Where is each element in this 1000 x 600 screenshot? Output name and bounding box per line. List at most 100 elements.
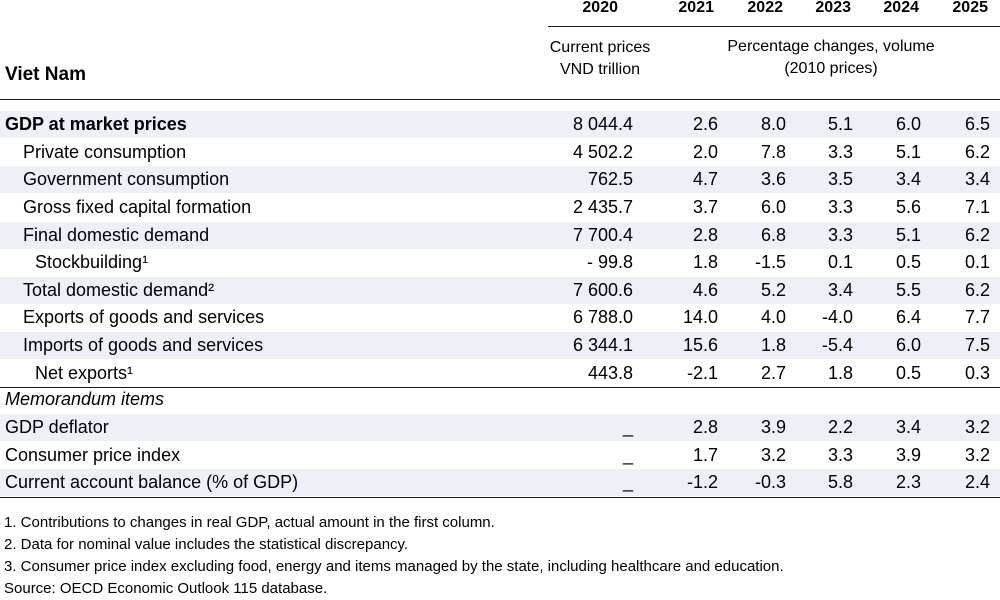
- current-prices-subheader: Current prices VND trillion: [530, 37, 670, 81]
- memo-row-0-label: GDP deflator: [5, 417, 109, 437]
- table-row-6-label: Total domestic demand²: [23, 280, 215, 300]
- table-row-4: Final domestic demand 7 700.4 2.8 6.8 3.3 5.1…: [0, 222, 1000, 249]
- percentage-changes-line2: (2010 prices): [784, 60, 878, 77]
- current-prices-line1: Current prices: [549, 39, 651, 56]
- table-row-3-value-3: 3.3: [827, 197, 853, 217]
- table-row-1: Private consumption 4 502.2 2.0 7.8 3.3 5.1 6.…: [0, 139, 1000, 166]
- table-row-4-value-3: 3.3: [827, 225, 853, 245]
- table-row-0-value-5: 6.5: [964, 114, 990, 134]
- year-header-2025: 2025: [952, 0, 988, 16]
- memo-row-2-value-1: -1.2: [686, 472, 718, 492]
- memo-row-0-value-0: _: [622, 417, 633, 437]
- table-row-2: Government consumption 762.5 4.7 3.6 3.5 3.4 3…: [0, 166, 1000, 193]
- table-row-3-value-4: 5.6: [895, 197, 921, 217]
- percentage-changes-line1: Percentage changes, volume: [727, 38, 935, 55]
- table-row-5-label: Stockbuilding¹: [35, 252, 149, 272]
- table-row-5-value-5: 0.1: [964, 252, 990, 272]
- memo-row-1-value-1: 1.7: [692, 445, 718, 465]
- table-row-1-value-1: 2.0: [692, 142, 718, 162]
- table-row-6-value-2: 5.2: [760, 280, 786, 300]
- memo-row-1-value-5: 3.2: [964, 445, 990, 465]
- table-row-7-value-3: -4.0: [821, 307, 853, 327]
- table-row-4-value-1: 2.8: [692, 225, 718, 245]
- table-row-8-value-3: -5.4: [821, 335, 853, 355]
- header-bottom-rule: [0, 99, 1000, 100]
- table-row-4-value-4: 5.1: [895, 225, 921, 245]
- memo-row-2-label: Current account balance (% of GDP): [5, 472, 299, 492]
- table-row-3-label: Gross fixed capital formation: [23, 197, 252, 217]
- table-row-0-value-4: 6.0: [895, 114, 921, 134]
- table-row-2-value-1: 4.7: [692, 169, 718, 189]
- table-row-9: Net exports¹ 443.8 -2.1 2.7 1.8 0.5 0.3: [0, 360, 1000, 387]
- table-row-6: Total domestic demand² 7 600.6 4.6 5.2 3.4 5.…: [0, 277, 1000, 304]
- table-row-4-value-5: 6.2: [964, 225, 990, 245]
- memo-row-1-value-0: _: [622, 445, 633, 465]
- source-note: Source: OECD Economic Outlook 115 databa…: [4, 580, 328, 597]
- table-row-1-value-4: 5.1: [895, 142, 921, 162]
- table-row-7-label: Exports of goods and services: [23, 307, 265, 327]
- memo-row-2-value-5: 2.4: [964, 472, 990, 492]
- table-row-9-value-4: 0.5: [895, 363, 921, 383]
- table-row-8-value-2: 1.8: [760, 335, 786, 355]
- memo-row-0-value-3: 2.2: [827, 417, 853, 437]
- table-row-2-label: Government consumption: [23, 169, 230, 189]
- memo-row-2-value-3: 5.8: [827, 472, 853, 492]
- table-row-5-value-1: 1.8: [692, 252, 718, 272]
- footnote-2: 2. Data for nominal value includes the s…: [4, 536, 409, 553]
- memo-row-2-value-4: 2.3: [895, 472, 921, 492]
- memo-row-0: GDP deflator _ 2.8 3.9 2.2 3.4 3.2: [0, 414, 1000, 441]
- table-row-1-value-5: 6.2: [964, 142, 990, 162]
- memorandum-title: Memorandum items: [5, 389, 165, 409]
- percentage-changes-subheader: Percentage changes, volume (2010 prices): [706, 36, 956, 80]
- current-prices-line2: VND trillion: [559, 61, 640, 78]
- table-row-1-value-2: 7.8: [760, 142, 786, 162]
- footnote-3: 3. Consumer price index excluding food, …: [4, 558, 784, 575]
- table-row-6-value-0: 7 600.6: [572, 280, 633, 300]
- table-row-5-value-2: -1.5: [754, 252, 786, 272]
- table-row-8-value-0: 6 344.1: [572, 335, 633, 355]
- table-row-6-value-1: 4.6: [692, 280, 718, 300]
- year-header-2023: 2023: [815, 0, 851, 16]
- memo-row-1-value-4: 3.9: [895, 445, 921, 465]
- memo-row-0-value-2: 3.9: [760, 417, 786, 437]
- table-row-9-value-0: 443.8: [587, 363, 633, 383]
- table-row-7-value-0: 6 788.0: [572, 307, 633, 327]
- table-row-5-value-0: - 99.8: [586, 252, 633, 272]
- year-header-2020: 2020: [582, 0, 618, 16]
- table-row-4-value-2: 6.8: [760, 225, 786, 245]
- main-bottom-rule: [0, 387, 1000, 388]
- table-row-8-label: Imports of goods and services: [23, 335, 264, 355]
- table-row-0: GDP at market prices 8 044.4 2.6 8.0 5.1 6.0 6…: [0, 111, 1000, 138]
- footnotes: 1. Contributions to changes in real GDP,…: [4, 512, 784, 600]
- table-row-0-label: GDP at market prices: [5, 114, 187, 134]
- table-row-9-value-1: -2.1: [686, 363, 718, 383]
- table-row-6-value-4: 5.5: [895, 280, 921, 300]
- memo-row-2-value-2: -0.3: [754, 472, 786, 492]
- memo-row-1: Consumer price index _ 1.7 3.2 3.3 3.9 3.2: [0, 442, 1000, 469]
- table-row-5: Stockbuilding¹ - 99.8 1.8 -1.5 0.1 0.5 0.1: [0, 249, 1000, 276]
- table-row-5-value-3: 0.1: [827, 252, 853, 272]
- table-row-3-value-0: 2 435.7: [572, 197, 633, 217]
- memo-row-0-value-5: 3.2: [964, 417, 990, 437]
- table-row-0-value-0: 8 044.4: [572, 114, 633, 134]
- table-row-8: Imports of goods and services 6 344.1 15.6…: [0, 332, 1000, 359]
- footnote-1: 1. Contributions to changes in real GDP,…: [4, 514, 495, 531]
- table-row-1-label: Private consumption: [23, 142, 187, 162]
- table-row-0-value-2: 8.0: [760, 114, 786, 134]
- table-row-2-value-3: 3.5: [827, 169, 853, 189]
- header-top-rule: [548, 26, 1000, 27]
- year-header-2024: 2024: [883, 0, 919, 16]
- table-row-7-value-4: 6.4: [895, 307, 921, 327]
- table-row-2-value-2: 3.6: [760, 169, 786, 189]
- table-row-6-value-3: 3.4: [827, 280, 853, 300]
- table-row-1-value-3: 3.3: [827, 142, 853, 162]
- table-row-8-value-1: 15.6: [682, 335, 718, 355]
- table-row-1-value-0: 4 502.2: [572, 142, 633, 162]
- table-row-4-label: Final domestic demand: [23, 225, 210, 245]
- table-row-7-value-2: 4.0: [760, 307, 786, 327]
- year-header-2021: 2021: [678, 0, 714, 16]
- table-row-3: Gross fixed capital formation 2 435.7 3.7 6…: [0, 194, 1000, 221]
- table-row-0-value-1: 2.6: [692, 114, 718, 134]
- table-row-9-value-2: 2.7: [760, 363, 786, 383]
- table-row-8-value-4: 6.0: [895, 335, 921, 355]
